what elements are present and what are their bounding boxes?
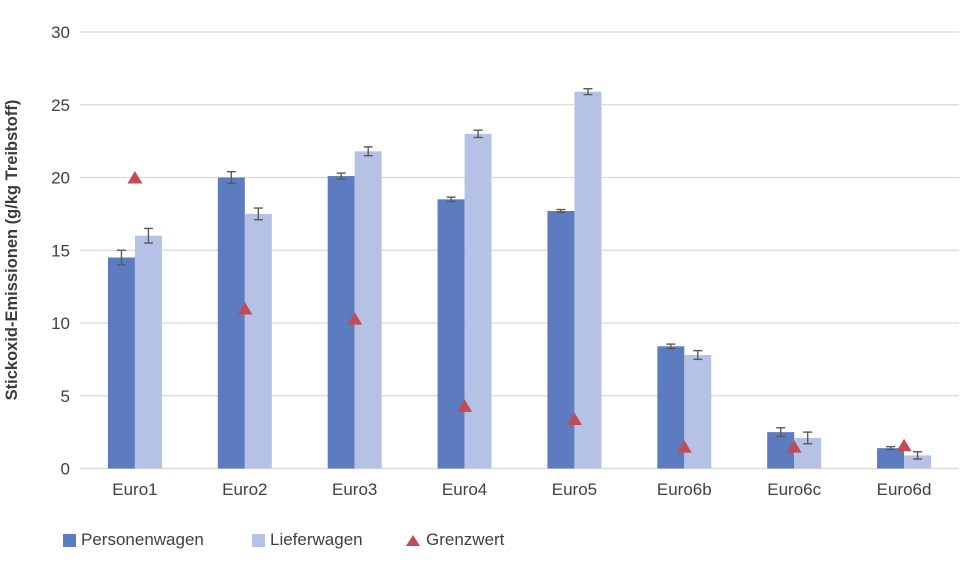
- bar-lieferwagen: [134, 235, 162, 469]
- x-tick-label: Euro6b: [657, 480, 712, 499]
- bar-personenwagen: [877, 448, 905, 469]
- grenzwert-marker: [457, 399, 473, 412]
- x-tick-label: Euro1: [112, 480, 157, 499]
- y-tick-label: 0: [61, 460, 70, 479]
- x-tick-label: Euro4: [442, 480, 487, 499]
- legend-swatch-personenwagen: [63, 533, 76, 547]
- y-axis-title: Stickoxid-Emissionen (g/kg Treibstoff): [3, 100, 21, 401]
- y-tick-label: 20: [51, 169, 70, 188]
- y-tick-label: 10: [51, 314, 70, 333]
- y-tick-label: 30: [51, 23, 70, 42]
- grenzwert-marker: [237, 301, 253, 315]
- grenzwert-marker: [127, 171, 143, 184]
- x-tick-label: Euro2: [222, 480, 267, 499]
- legend-item-grenzwert: Grenzwert: [406, 527, 504, 553]
- grenzwert-marker: [896, 438, 912, 452]
- grenzwert-marker: [347, 312, 363, 325]
- grenzwert-marker: [566, 412, 582, 426]
- bar-personenwagen: [217, 177, 245, 469]
- grenzwert-marker: [676, 440, 692, 453]
- bar-personenwagen: [107, 257, 135, 469]
- x-tick-label: Euro6c: [767, 480, 821, 499]
- x-tick-label: Euro6d: [877, 480, 932, 499]
- chart-legend: Personenwagen Lieferwagen Grenzwert: [0, 527, 970, 555]
- legend-label-lieferwagen: Lieferwagen: [270, 530, 363, 549]
- bar-personenwagen: [437, 199, 465, 469]
- y-tick-label: 15: [51, 241, 70, 260]
- legend-label-personenwagen: Personenwagen: [81, 530, 204, 549]
- x-tick-label: Euro5: [552, 480, 597, 499]
- y-tick-label: 5: [61, 387, 70, 406]
- legend-triangle-icon: [406, 534, 420, 546]
- bar-lieferwagen: [354, 151, 382, 469]
- grenzwert-marker: [786, 440, 802, 453]
- legend-item-lieferwagen: Lieferwagen: [252, 527, 363, 553]
- bar-lieferwagen: [574, 91, 602, 469]
- bar-lieferwagen: [244, 213, 272, 469]
- bar-personenwagen: [547, 210, 575, 469]
- legend-swatch-lieferwagen: [252, 533, 265, 547]
- y-tick-label: 25: [51, 96, 70, 115]
- legend-label-grenzwert: Grenzwert: [426, 530, 505, 549]
- bar-lieferwagen: [464, 133, 492, 469]
- legend-item-personenwagen: Personenwagen: [63, 527, 204, 553]
- x-tick-label: Euro3: [332, 480, 377, 499]
- bar-lieferwagen: [904, 455, 932, 469]
